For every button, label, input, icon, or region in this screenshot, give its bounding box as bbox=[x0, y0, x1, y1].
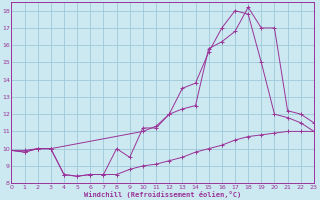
X-axis label: Windchill (Refroidissement éolien,°C): Windchill (Refroidissement éolien,°C) bbox=[84, 191, 241, 198]
